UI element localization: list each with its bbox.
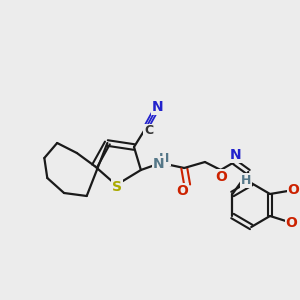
- Text: H: H: [241, 173, 251, 187]
- Text: S: S: [112, 180, 122, 194]
- Text: C: C: [144, 124, 153, 137]
- Text: O: O: [286, 216, 298, 230]
- Text: O: O: [216, 170, 228, 184]
- Text: O: O: [288, 183, 300, 197]
- Text: N: N: [230, 148, 241, 162]
- Text: O: O: [176, 184, 188, 198]
- Text: H: H: [159, 152, 170, 164]
- Text: N: N: [153, 157, 164, 171]
- Text: N: N: [152, 100, 164, 114]
